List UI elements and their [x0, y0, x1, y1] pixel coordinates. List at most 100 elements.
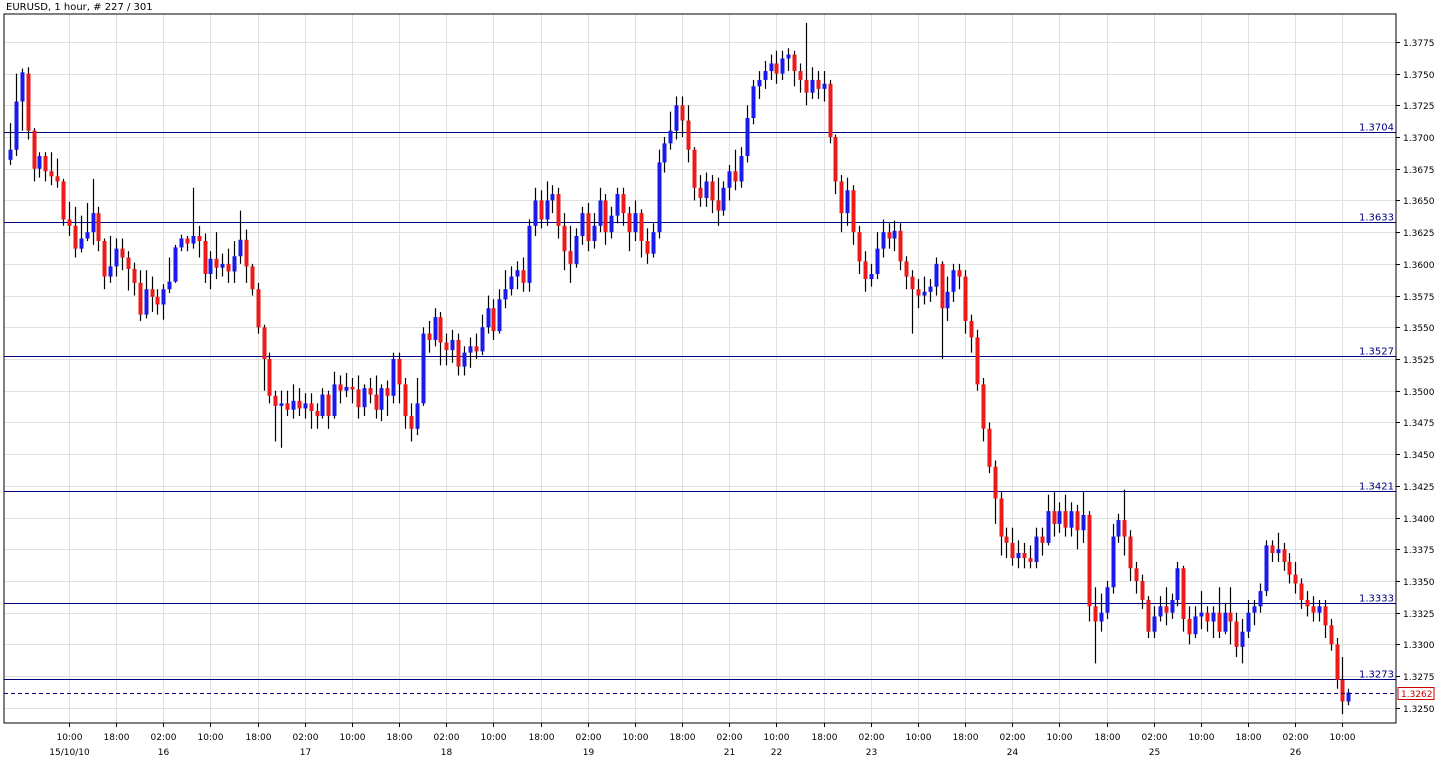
candle[interactable]	[73, 206, 78, 258]
candle[interactable]	[1105, 580, 1110, 619]
candle[interactable]	[1028, 545, 1033, 569]
candle[interactable]	[1264, 540, 1269, 597]
candle[interactable]	[680, 96, 685, 138]
candle[interactable]	[1299, 578, 1304, 609]
candle[interactable]	[267, 352, 272, 404]
candle[interactable]	[1158, 596, 1163, 622]
candle[interactable]	[37, 152, 42, 178]
candle[interactable]	[568, 225, 573, 283]
candle[interactable]	[1311, 596, 1316, 622]
candle[interactable]	[1282, 542, 1287, 571]
candle[interactable]	[633, 200, 638, 242]
candle[interactable]	[721, 181, 726, 216]
candle[interactable]	[203, 233, 208, 283]
candle[interactable]	[167, 257, 172, 294]
candle[interactable]	[409, 403, 414, 442]
candle[interactable]	[1340, 657, 1345, 715]
candle[interactable]	[262, 324, 267, 391]
candle[interactable]	[839, 175, 844, 233]
candle[interactable]	[1004, 527, 1009, 559]
candle[interactable]	[1164, 587, 1169, 626]
candle[interactable]	[486, 295, 491, 334]
candle[interactable]	[686, 105, 691, 163]
candle[interactable]	[444, 333, 449, 366]
candle[interactable]	[739, 147, 744, 188]
candle[interactable]	[645, 228, 650, 264]
candle[interactable]	[757, 71, 762, 99]
candle[interactable]	[315, 403, 320, 429]
candle[interactable]	[238, 210, 243, 264]
candle[interactable]	[951, 263, 956, 302]
candle[interactable]	[208, 251, 213, 290]
candle[interactable]	[462, 346, 467, 376]
candle[interactable]	[1323, 599, 1328, 639]
candle[interactable]	[474, 333, 479, 359]
candle[interactable]	[197, 225, 202, 258]
candle[interactable]	[427, 320, 432, 353]
candle[interactable]	[1152, 606, 1157, 639]
candle[interactable]	[1240, 618, 1245, 664]
candle[interactable]	[550, 185, 555, 214]
candle[interactable]	[403, 378, 408, 429]
candle[interactable]	[786, 48, 791, 72]
candle[interactable]	[85, 202, 90, 242]
candle[interactable]	[892, 220, 897, 252]
candle[interactable]	[244, 229, 249, 283]
candle[interactable]	[898, 223, 903, 271]
candle[interactable]	[1052, 492, 1057, 537]
candle[interactable]	[497, 289, 502, 334]
candle[interactable]	[668, 111, 673, 150]
candle[interactable]	[285, 390, 290, 417]
candle[interactable]	[150, 276, 155, 313]
candle[interactable]	[639, 209, 644, 258]
candle[interactable]	[379, 384, 384, 422]
candle[interactable]	[1217, 587, 1222, 639]
candle[interactable]	[1193, 606, 1198, 639]
candle[interactable]	[910, 270, 915, 334]
candle[interactable]	[385, 380, 390, 417]
candle[interactable]	[1346, 688, 1351, 706]
candle[interactable]	[704, 172, 709, 207]
candle[interactable]	[999, 492, 1004, 556]
candle[interactable]	[1170, 593, 1175, 619]
candle[interactable]	[126, 251, 131, 291]
candle[interactable]	[981, 378, 986, 442]
candle[interactable]	[1069, 502, 1074, 537]
candle[interactable]	[332, 371, 337, 419]
candle[interactable]	[857, 225, 862, 275]
candle[interactable]	[869, 263, 874, 287]
candle[interactable]	[1258, 583, 1263, 613]
candle[interactable]	[368, 378, 373, 404]
candle[interactable]	[810, 67, 815, 99]
candle[interactable]	[297, 388, 302, 417]
candle[interactable]	[716, 177, 721, 226]
candle[interactable]	[833, 134, 838, 195]
candle[interactable]	[940, 261, 945, 359]
candle[interactable]	[851, 185, 856, 245]
candle[interactable]	[344, 372, 349, 398]
candle[interactable]	[250, 263, 255, 296]
candle[interactable]	[102, 238, 107, 290]
candle[interactable]	[1057, 502, 1062, 533]
candle[interactable]	[91, 178, 96, 245]
candle[interactable]	[586, 202, 591, 252]
candle[interactable]	[1122, 489, 1127, 556]
candle[interactable]	[710, 175, 715, 214]
candle[interactable]	[987, 422, 992, 474]
candle[interactable]	[1063, 494, 1068, 537]
candle[interactable]	[798, 63, 803, 93]
candle[interactable]	[480, 314, 485, 356]
candle[interactable]	[491, 299, 496, 340]
candle[interactable]	[1016, 540, 1021, 569]
candle[interactable]	[468, 337, 473, 368]
candle[interactable]	[1081, 492, 1086, 543]
candle[interactable]	[822, 71, 827, 102]
candle[interactable]	[1228, 587, 1233, 645]
candle[interactable]	[745, 105, 750, 163]
candle[interactable]	[350, 378, 355, 404]
candle[interactable]	[769, 54, 774, 80]
candle[interactable]	[226, 248, 231, 283]
candle[interactable]	[945, 276, 950, 321]
candle[interactable]	[108, 235, 113, 283]
